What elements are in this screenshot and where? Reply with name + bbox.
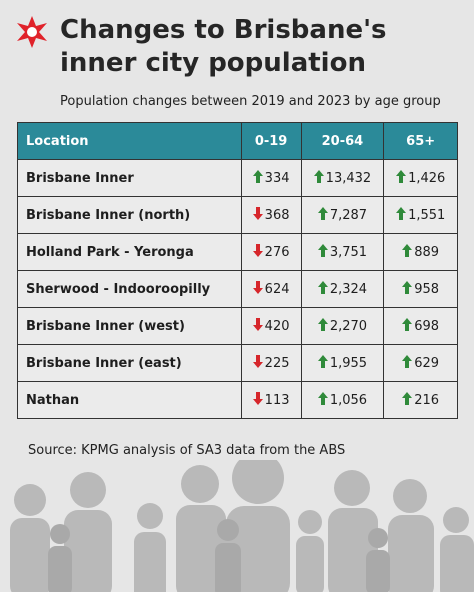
location-cell: Holland Park - Yeronga — [17, 233, 242, 271]
location-cell: Brisbane Inner — [17, 159, 242, 197]
title: Changes to Brisbane's inner city populat… — [60, 14, 387, 80]
change-value: 1,056 — [329, 393, 368, 408]
change-cell: 3,751 — [300, 233, 385, 271]
change-cell: 2,270 — [300, 307, 385, 345]
arrow-up — [396, 170, 407, 183]
table-row: Holland Park - Yeronga 276 3,751 889 — [17, 233, 458, 271]
change-value: 3,751 — [329, 245, 368, 260]
arrow-up — [402, 392, 413, 405]
change-cell: 368 — [240, 196, 302, 234]
column-header: 65+ — [383, 122, 458, 160]
location-cell: Nathan — [17, 381, 242, 419]
change-cell: 13,432 — [300, 159, 385, 197]
arrow-up — [317, 207, 328, 220]
change-cell: 216 — [383, 381, 458, 419]
subtitle: Population changes between 2019 and 2023… — [60, 94, 441, 109]
change-cell: 7,287 — [300, 196, 385, 234]
change-value: 1,955 — [329, 356, 368, 371]
change-cell: 1,955 — [300, 344, 385, 382]
arrow-down — [252, 318, 263, 331]
arrow-down — [252, 355, 263, 368]
table-row: Brisbane Inner (east) 225 1,955 629 — [17, 344, 458, 382]
arrow-down — [252, 207, 263, 220]
table-row: Brisbane Inner 334 13,432 1,426 — [17, 159, 458, 197]
change-cell: 276 — [240, 233, 302, 271]
change-cell: 225 — [240, 344, 302, 382]
change-value: 624 — [264, 282, 290, 297]
change-value: 629 — [414, 356, 440, 371]
change-cell: 958 — [383, 270, 458, 308]
change-value: 113 — [264, 393, 290, 408]
arrow-up — [317, 392, 328, 405]
change-cell: 698 — [383, 307, 458, 345]
change-value: 216 — [414, 393, 440, 408]
change-value: 2,324 — [329, 282, 368, 297]
change-cell: 420 — [240, 307, 302, 345]
people-illustration — [10, 460, 474, 592]
logo — [17, 16, 47, 48]
arrow-up — [402, 244, 413, 257]
arrow-up — [252, 170, 263, 183]
change-value: 1,551 — [408, 208, 446, 223]
change-value: 368 — [264, 208, 290, 223]
arrow-down — [252, 281, 263, 294]
column-header: 20-64 — [300, 122, 385, 160]
arrow-up — [317, 244, 328, 257]
change-value: 1,426 — [408, 171, 446, 186]
column-header: 0-19 — [240, 122, 302, 160]
change-cell: 1,056 — [300, 381, 385, 419]
table-row: Brisbane Inner (west) 420 2,270 698 — [17, 307, 458, 345]
table-row: Nathan 113 1,056 216 — [17, 381, 458, 419]
arrow-down — [252, 392, 263, 405]
change-value: 2,270 — [329, 319, 368, 334]
column-header: Location — [17, 122, 242, 160]
change-cell: 2,324 — [300, 270, 385, 308]
change-value: 334 — [264, 171, 290, 186]
source: Source: KPMG analysis of SA3 data from t… — [28, 443, 346, 458]
location-cell: Brisbane Inner (east) — [17, 344, 242, 382]
location-cell: Sherwood - Indooroopilly — [17, 270, 242, 308]
arrow-up — [317, 355, 328, 368]
arrow-up — [402, 355, 413, 368]
change-cell: 1,426 — [383, 159, 458, 197]
change-value: 698 — [414, 319, 440, 334]
table-row: Brisbane Inner (north) 368 7,287 1,551 — [17, 196, 458, 234]
arrow-up — [313, 170, 324, 183]
location-cell: Brisbane Inner (west) — [17, 307, 242, 345]
title-line: inner city population — [60, 48, 366, 78]
change-cell: 113 — [240, 381, 302, 419]
change-value: 958 — [414, 282, 440, 297]
header-row: Location 0-19 20-64 65+ — [17, 122, 458, 160]
change-value: 7,287 — [329, 208, 368, 223]
table: Location 0-19 20-64 65+ Brisbane Inner 334 13… — [17, 122, 458, 419]
change-cell: 624 — [240, 270, 302, 308]
change-value: 276 — [264, 245, 290, 260]
change-value: 889 — [414, 245, 440, 260]
change-cell: 629 — [383, 344, 458, 382]
change-cell: 334 — [240, 159, 302, 197]
location-cell: Brisbane Inner (north) — [17, 196, 242, 234]
arrow-up — [317, 318, 328, 331]
arrow-up — [317, 281, 328, 294]
arrow-up — [402, 281, 413, 294]
change-cell: 889 — [383, 233, 458, 271]
change-cell: 1,551 — [383, 196, 458, 234]
arrow-down — [252, 244, 263, 257]
title-line: Changes to Brisbane's — [60, 15, 387, 45]
table-row: Sherwood - Indooroopilly 624 2,324 958 — [17, 270, 458, 308]
change-value: 420 — [264, 319, 290, 334]
change-value: 225 — [264, 356, 290, 371]
arrow-up — [396, 207, 407, 220]
change-value: 13,432 — [325, 171, 372, 186]
arrow-up — [402, 318, 413, 331]
